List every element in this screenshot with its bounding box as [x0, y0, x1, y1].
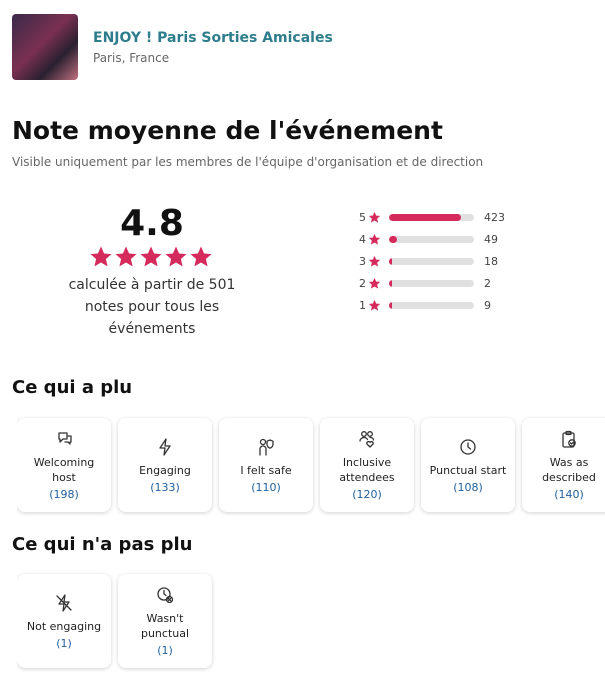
card-icon: [58, 432, 72, 445]
card-label: Punctual start: [429, 463, 507, 477]
section-title: Ce qui n'a pas plu: [12, 534, 193, 555]
bar: [389, 301, 392, 309]
feedback-card[interactable]: I felt safe (110): [219, 418, 313, 512]
bar-track: [389, 213, 474, 221]
card-icon: [259, 438, 274, 456]
card-label: Welcoming host: [33, 456, 95, 484]
card-count: (133): [150, 480, 180, 494]
rating-distribution: 5 423 4 49 3 18 2 2 1 9: [358, 206, 505, 316]
average-rating: 4.8: [120, 203, 184, 244]
card-label: Not engaging: [26, 619, 102, 633]
card-count: (120): [352, 488, 382, 501]
card-label: I felt safe: [240, 463, 292, 477]
card-label: Wasn't punctual: [140, 612, 190, 640]
bar: [389, 257, 393, 265]
card-icon: [159, 437, 171, 456]
count: 2: [484, 276, 491, 290]
card-label: Inclusive attendees: [339, 456, 395, 484]
star-level: 3: [359, 254, 366, 268]
card-list: Not engaging (1) Wasn't punctual (1): [17, 572, 605, 672]
distribution-row: 5 423: [358, 206, 505, 228]
feedback-card[interactable]: Not engaging (1): [17, 574, 111, 668]
star-icon: [368, 299, 381, 311]
group-location: Paris, France: [93, 51, 170, 65]
card-icon: [359, 431, 375, 448]
card-count: (108): [453, 480, 483, 494]
bar: [389, 213, 461, 221]
star-icon: [368, 255, 381, 267]
star-level: 2: [359, 276, 366, 290]
feedback-card[interactable]: Punctual start (108): [421, 418, 515, 512]
feedback-card[interactable]: Inclusive attendees (120): [320, 418, 414, 512]
card-label: Was as described: [542, 456, 596, 484]
feedback-card[interactable]: Engaging (133): [118, 418, 212, 512]
card-icon: [56, 593, 72, 612]
count: 9: [484, 298, 491, 312]
distribution-row: 3 18: [358, 250, 505, 272]
bar-track: [389, 257, 474, 265]
bar: [389, 279, 392, 287]
star-level: 1: [359, 298, 366, 312]
star-icon: [368, 277, 381, 289]
feedback-card[interactable]: Was as described (140): [522, 418, 605, 512]
page-title: Note moyenne de l'événement: [12, 116, 443, 145]
bar-track: [389, 301, 474, 309]
card-count: (140): [554, 488, 584, 501]
section-title: Ce qui a plu: [12, 377, 133, 398]
card-count: (198): [49, 488, 79, 501]
count: 423: [484, 210, 505, 224]
group-avatar[interactable]: [12, 14, 78, 80]
card-icon: [157, 587, 174, 604]
rating-caption: calculée à partir de 501 notes pour tous…: [68, 277, 236, 337]
feedback-card[interactable]: Welcoming host (198): [17, 418, 111, 512]
bar: [389, 235, 398, 243]
card-label: Engaging: [139, 463, 191, 477]
distribution-row: 4 49: [358, 228, 505, 250]
star-icon: [368, 233, 381, 245]
star-row: [90, 246, 212, 267]
card-list: Welcoming host (198) Engaging (133) I felt s…: [17, 416, 605, 516]
card-count: (110): [251, 480, 281, 494]
bar-track: [389, 235, 474, 243]
card-count: (1): [56, 636, 72, 650]
star-icon: [368, 211, 381, 223]
card-icon: [460, 438, 476, 455]
group-name[interactable]: ENJOY ! Paris Sorties Amicales: [93, 30, 333, 46]
card-icon: [562, 430, 576, 448]
count: 49: [484, 232, 498, 246]
page-subtitle: Visible uniquement par les membres de l'…: [12, 155, 484, 169]
count: 18: [484, 254, 498, 268]
star-level: 5: [359, 210, 366, 224]
bar-track: [389, 279, 474, 287]
star-level: 4: [359, 232, 366, 246]
feedback-card[interactable]: Wasn't punctual (1): [118, 574, 212, 668]
card-count: (1): [157, 644, 173, 657]
